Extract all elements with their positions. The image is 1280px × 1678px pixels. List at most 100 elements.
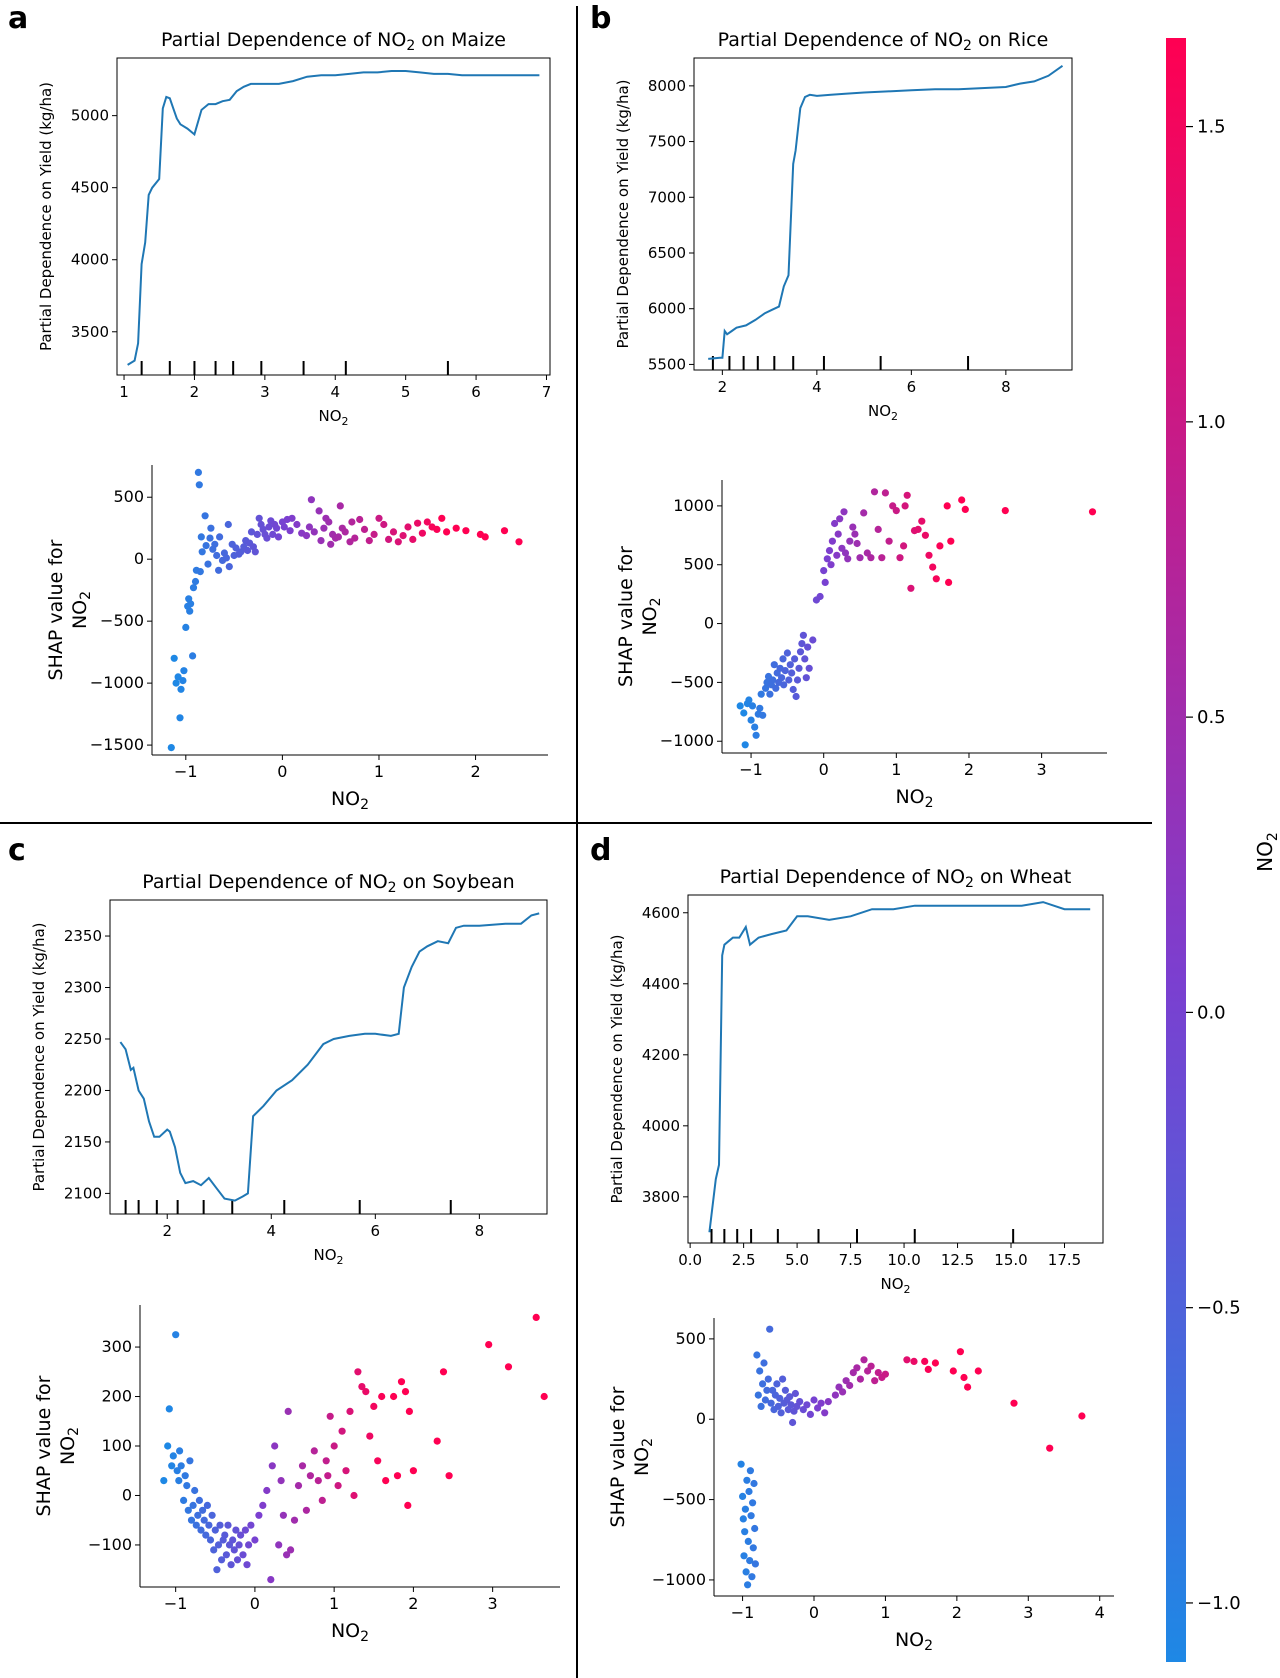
- colorbar-tick-label: 1.5: [1197, 117, 1226, 138]
- pd-xtick-label: 6: [907, 378, 917, 396]
- shap-point: [739, 1515, 747, 1523]
- pd-xtick-label: 2: [718, 378, 728, 396]
- shap-point: [741, 1528, 749, 1536]
- shap-point: [324, 1472, 332, 1480]
- shap-ytick-label: 1000: [673, 496, 714, 515]
- panel-letter-a: a: [8, 1, 28, 36]
- shap-point: [860, 509, 868, 517]
- shap-xtick-label: 2: [408, 1594, 418, 1613]
- shap-point: [418, 529, 426, 537]
- colorbar-label: NO2: [1253, 832, 1280, 872]
- shap-point: [279, 1511, 287, 1519]
- shap-point: [393, 1472, 402, 1480]
- shap-xtick-label: 2: [470, 762, 480, 781]
- shap-xlabel-c: NO2: [331, 1620, 369, 1645]
- shap-point: [187, 600, 195, 608]
- shap-xtick-label: 0: [819, 760, 829, 779]
- shap-point: [318, 1496, 326, 1504]
- shap-point: [804, 643, 812, 651]
- shap-point: [307, 496, 315, 504]
- shap-point: [785, 676, 793, 684]
- shap-point: [267, 1576, 275, 1584]
- shap-point: [892, 507, 900, 515]
- shap-point: [255, 1511, 263, 1519]
- shap-point: [216, 533, 224, 541]
- shap-point: [251, 548, 259, 556]
- shap-point: [164, 1442, 172, 1450]
- shap-xtick-label: −1: [174, 762, 198, 781]
- shap-point: [366, 1432, 374, 1440]
- shap-ylabel2-d: NO2: [631, 1438, 656, 1476]
- shap-point: [789, 685, 797, 694]
- shap-ytick-label: −500: [670, 672, 714, 691]
- shap-point: [277, 1477, 285, 1485]
- shap-xtick-label: 2: [964, 760, 974, 779]
- shap-point: [781, 667, 789, 675]
- shap-point: [160, 1477, 168, 1485]
- shap-point: [370, 1402, 378, 1410]
- shap-point: [791, 1389, 800, 1398]
- pd-xtick-label: 7.5: [839, 1251, 863, 1269]
- shap-point: [452, 524, 460, 532]
- shap-point: [169, 1452, 177, 1460]
- shap-point: [781, 1386, 790, 1394]
- shap-point: [961, 505, 969, 513]
- shap-point: [767, 1399, 775, 1407]
- pd-xtick-label: 10.0: [887, 1251, 920, 1269]
- shap-point: [745, 1487, 753, 1496]
- shap-point: [871, 1377, 879, 1385]
- shap-point: [302, 532, 311, 540]
- shap-point: [947, 537, 955, 545]
- shap-point: [806, 1410, 815, 1418]
- shap-point: [504, 1363, 513, 1371]
- shap-point: [795, 664, 803, 672]
- shap-point: [918, 517, 926, 525]
- shap-point: [192, 1521, 200, 1529]
- shap-point: [846, 1381, 854, 1390]
- pd-title-d: Partial Dependence of NO2 on Wheat: [720, 866, 1072, 891]
- shap-point: [298, 1462, 307, 1470]
- shap-point: [211, 540, 219, 548]
- shap-ylabel2-c: NO2: [57, 1427, 82, 1465]
- pd-xtick-label: 2: [162, 1222, 172, 1240]
- shap-point: [739, 1492, 747, 1500]
- pd-ylabel-d: Partial Dependence on Yield (kg/ha): [608, 934, 626, 1203]
- shap-point: [310, 528, 318, 536]
- pd-line-d: [708, 901, 1091, 1233]
- pd-ytick-label: 4200: [642, 1046, 680, 1064]
- shap-point: [936, 542, 944, 550]
- shap-point: [214, 1541, 223, 1549]
- shap-point: [910, 1357, 918, 1365]
- shap-point: [409, 1467, 417, 1475]
- shap-point: [172, 679, 180, 687]
- shap-point: [746, 1467, 755, 1475]
- shap-point: [232, 544, 240, 552]
- shap-point: [354, 1368, 362, 1376]
- shap-point: [195, 481, 203, 489]
- shap-xtick-label: 1: [880, 1603, 890, 1622]
- shap-point: [828, 537, 837, 545]
- shap-point: [365, 537, 373, 545]
- shap-point: [184, 1506, 192, 1514]
- pd-xtick-label: 4: [330, 383, 340, 401]
- shap-point: [774, 1402, 782, 1410]
- pd-xtick-label: 5.0: [785, 1251, 809, 1269]
- shap-point: [853, 1364, 861, 1372]
- shap-point: [205, 1521, 213, 1529]
- shap-point: [197, 533, 205, 541]
- shap-point: [834, 530, 842, 538]
- pd-ytick-label: 4400: [642, 975, 680, 993]
- shap-point: [232, 1526, 240, 1534]
- shap-point: [749, 1499, 757, 1507]
- shap-point: [929, 563, 937, 571]
- shap-xtick-label: 1: [329, 1594, 339, 1613]
- shap-xtick-label: 1: [374, 762, 384, 781]
- shap-point: [196, 568, 204, 576]
- shap-point: [841, 549, 850, 557]
- shap-point: [856, 1375, 865, 1383]
- shap-point: [271, 1442, 279, 1450]
- shap-xtick-label: 1: [891, 760, 901, 779]
- shap-point: [481, 533, 489, 541]
- pd-xtick-label: 17.5: [1048, 1251, 1081, 1269]
- shap-point: [433, 525, 441, 534]
